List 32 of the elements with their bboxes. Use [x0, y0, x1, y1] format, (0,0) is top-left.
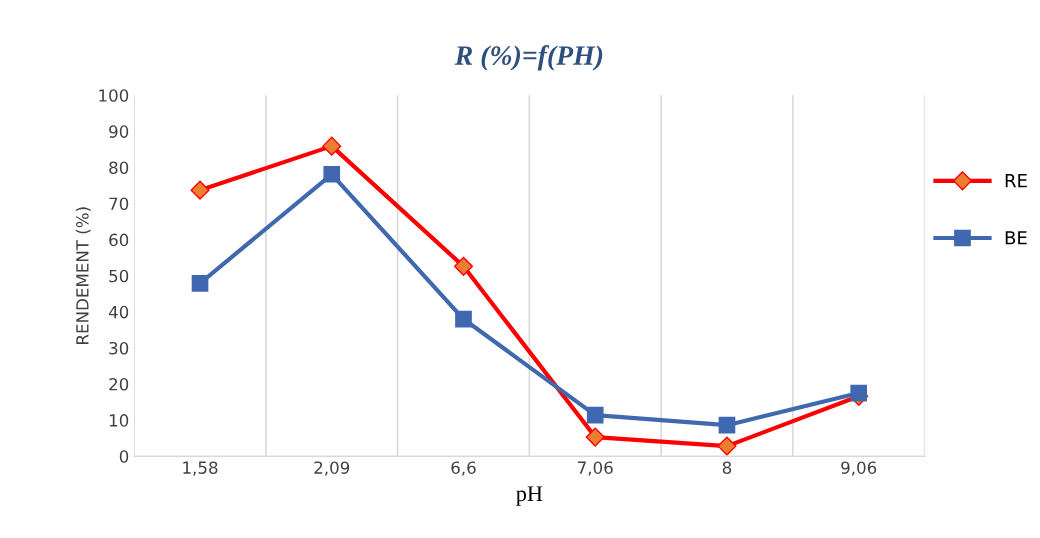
y-tick-label: 60 [109, 233, 129, 247]
legend-label: BE [1005, 231, 1027, 245]
point [585, 427, 605, 447]
point [190, 180, 210, 200]
x-tick-label: 9,06 [841, 461, 877, 476]
point [191, 274, 209, 292]
x-axis-title: pH [516, 486, 543, 506]
point [323, 165, 341, 183]
y-tick-label: 10 [109, 414, 129, 427]
point [717, 436, 737, 456]
y-tick-label: 20 [109, 377, 129, 391]
x-tick-label: 1,58 [183, 461, 218, 476]
chart-title: R (%)=f(PH) [454, 45, 603, 71]
y-tick-label: 100 [99, 89, 129, 102]
y-tick-label: 70 [109, 197, 129, 211]
y-tick-label: 90 [109, 125, 129, 138]
x-tick-label: 7,06 [578, 461, 613, 476]
x-tick-label: 2,09 [314, 461, 350, 476]
x-tick-label: 6,6 [451, 461, 476, 476]
y-tick-label: 50 [109, 269, 129, 283]
x-tick-label: 8 [722, 461, 732, 474]
y-tick-label: 80 [109, 161, 129, 174]
legend-label: RE [1005, 173, 1027, 188]
point [322, 136, 342, 156]
point [718, 416, 736, 434]
point [586, 406, 604, 424]
point [453, 256, 474, 276]
point [455, 310, 472, 328]
y-tick-label: 30 [109, 341, 129, 355]
y-tick-label: 0 [119, 450, 129, 463]
y-tick-label: 40 [108, 305, 129, 319]
y-axis-title: RENDEMENT (%) [75, 207, 91, 344]
